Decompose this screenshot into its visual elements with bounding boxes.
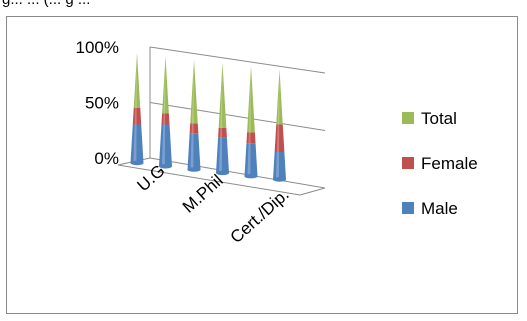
cone-highlight: [247, 143, 251, 177]
cones: [130, 53, 286, 182]
cone-segment-female: [189, 123, 199, 134]
floor-side-edge: [299, 187, 326, 196]
cone-highlight: [220, 62, 223, 128]
cone-base: [244, 174, 258, 179]
cone-segment-total: [247, 66, 255, 133]
cone-segment-male: [244, 143, 258, 177]
cone-highlight: [191, 123, 194, 134]
cone-highlight: [248, 66, 251, 133]
cone-segment-male: [130, 124, 144, 163]
cone-segment-female: [246, 132, 256, 144]
legend-label-total: Total: [421, 109, 457, 128]
cone-segment-total: [218, 62, 227, 128]
cone-highlight: [277, 69, 280, 125]
cone-base: [159, 164, 172, 169]
cone-segment-male: [187, 133, 201, 170]
gridline: [149, 46, 326, 74]
x-axis-ticks: U.G M.Phil Cert./Dip.: [133, 161, 292, 247]
y-tick-label: 100%: [76, 38, 119, 57]
cone-highlight: [275, 152, 280, 180]
cone-highlight: [191, 59, 194, 124]
cone-segment-female: [161, 113, 170, 125]
x-tick-label: M.Phil: [179, 171, 227, 217]
cone-segment-male: [159, 124, 172, 167]
cone-highlight: [133, 124, 137, 163]
legend-swatch-male: [402, 202, 414, 214]
cone-segment-total: [190, 59, 198, 124]
legend: Total Female Male: [402, 109, 478, 218]
y-tick-label: 0%: [94, 149, 119, 168]
legend-label-male: Male: [421, 199, 458, 218]
cone-segment-total: [133, 53, 141, 108]
cone-highlight: [276, 124, 280, 152]
cone-base: [187, 167, 201, 172]
cone-segment-female: [218, 127, 227, 138]
cone-highlight: [163, 56, 166, 114]
cone-segment-total: [162, 56, 169, 114]
chart-frame: [6, 16, 518, 314]
gridline: [149, 157, 326, 189]
gridline: [149, 102, 326, 131]
cone-highlight: [163, 113, 166, 125]
cone-base: [130, 160, 144, 166]
page-title-fragment: g... ... (... g ...: [2, 0, 90, 8]
legend-swatch-total: [402, 112, 414, 124]
cone-segment-female: [274, 124, 285, 152]
y-tick-label: 50%: [85, 94, 119, 113]
cone-highlight: [190, 133, 194, 170]
cone-highlight: [248, 132, 251, 144]
cone-segment-male: [273, 152, 286, 180]
cone-segment-total: [276, 69, 283, 125]
cone-highlight: [218, 137, 223, 173]
cone-base: [216, 170, 229, 176]
cone-segment-female: [132, 108, 142, 125]
y-axis-ticks: 100% 50% 0%: [76, 38, 119, 168]
x-tick-label: Cert./Dip.: [227, 185, 293, 247]
legend-swatch-female: [402, 157, 414, 169]
legend-label-female: Female: [421, 154, 478, 173]
cone-highlight: [161, 124, 166, 167]
cone-base: [273, 177, 286, 182]
cone-highlight: [220, 127, 223, 138]
cone-highlight: [135, 53, 137, 108]
cone-highlight: [134, 108, 137, 125]
cone-segment-male: [216, 137, 229, 173]
floor-edge: [117, 164, 301, 196]
